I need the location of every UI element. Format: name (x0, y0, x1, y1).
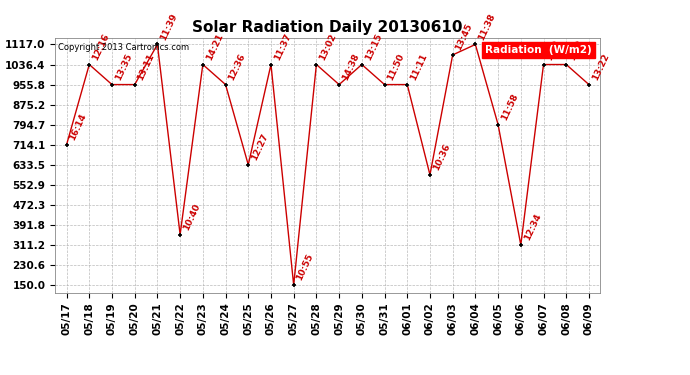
Point (311, 62, 322, 68)
Point (402, 82, 413, 88)
Point (424, 172, 435, 178)
Point (288, 282, 299, 288)
Text: 11:11: 11:11 (408, 52, 429, 82)
Text: 13:?: 13:? (568, 39, 585, 62)
Text: 11:38: 11:38 (477, 12, 497, 42)
Point (584, 82, 595, 88)
Point (447, 52, 458, 58)
Text: 13:15: 13:15 (363, 32, 384, 62)
Text: 12:27: 12:27 (250, 132, 270, 162)
Text: 13:35: 13:35 (113, 52, 134, 82)
Text: 11:37: 11:37 (273, 32, 293, 62)
Text: 10:36: 10:36 (431, 142, 451, 172)
Text: 13:22: 13:22 (591, 52, 611, 82)
Point (379, 82, 390, 88)
Point (538, 62, 549, 68)
Point (356, 62, 367, 68)
Text: 13:11: 13:11 (136, 52, 157, 82)
Title: Solar Radiation Daily 20130610: Solar Radiation Daily 20130610 (193, 20, 463, 35)
Text: 10:55: 10:55 (295, 253, 315, 282)
Text: 13:02: 13:02 (318, 32, 338, 62)
Point (561, 62, 572, 68)
Point (61, 142, 72, 148)
Text: 14:38: 14:38 (340, 52, 361, 82)
Text: 11:58: 11:58 (500, 92, 520, 122)
Text: 12:16: 12:16 (90, 32, 111, 62)
Text: 16:14: 16:14 (68, 112, 88, 142)
Text: 10:?: 10:? (545, 39, 562, 62)
Text: 11:39: 11:39 (159, 12, 179, 42)
Point (152, 42, 163, 48)
Text: 12:36: 12:36 (227, 52, 247, 82)
Point (493, 122, 504, 128)
Point (243, 162, 254, 168)
Point (197, 62, 208, 68)
Point (106, 82, 117, 88)
Text: 12:34: 12:34 (522, 212, 542, 242)
Point (129, 82, 140, 88)
Point (175, 231, 186, 237)
Text: Copyright 2013 Cartronics.com: Copyright 2013 Cartronics.com (58, 43, 189, 52)
Text: 11:50: 11:50 (386, 52, 406, 82)
Text: 14:21: 14:21 (204, 32, 224, 62)
Text: 13:45: 13:45 (454, 22, 474, 52)
Point (220, 82, 231, 88)
Point (83, 62, 95, 68)
Point (266, 62, 277, 68)
Text: Radiation  (W/m2): Radiation (W/m2) (485, 45, 592, 55)
Point (515, 242, 526, 248)
Text: 10:40: 10:40 (181, 202, 201, 232)
Point (470, 42, 481, 48)
Point (333, 82, 344, 88)
